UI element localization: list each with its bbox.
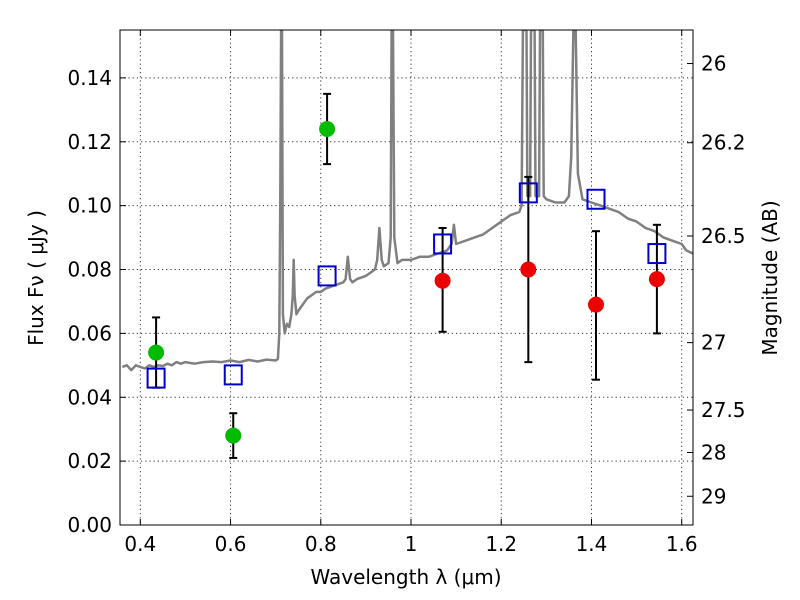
y-tick-label: 0.00 [67,513,112,537]
ticks [120,30,693,526]
model-flux-square [586,188,606,210]
model-flux-square [518,182,538,204]
y-axis-title: Flux Fν ( μJy ) [24,210,48,346]
right-tick-label: 26.5 [701,224,746,248]
observed-flux-point [148,344,165,361]
x-tick-label: 0.8 [305,532,337,556]
tick-labels: 0.4 0.6 0.8 1 1.2 1.4 1.6 0.00 0.02 0.04 0.06 0.08 0… [67,52,745,556]
model-flux-square [647,243,667,265]
y-tick-label: 0.02 [67,449,112,473]
right-tick-label: 28 [701,441,726,465]
right-tick-label: 26.2 [701,131,746,155]
observed-flux-point [520,261,537,278]
x-axis-title: Wavelength λ (μm) [310,565,501,589]
x-tick-label: 0.6 [215,532,247,556]
plot-background [120,30,693,525]
x-tick-label: 0.4 [124,532,156,556]
observed-flux-point [225,427,242,444]
y-tick-label: 0.04 [67,385,112,409]
plot-frame [119,29,694,526]
observed-flux-point [648,271,665,288]
right-axis-title: Magnitude (AB) [758,200,782,355]
spectrum-line [121,30,693,372]
right-tick-label: 27 [701,331,726,355]
y-tick-label: 0.10 [67,194,112,218]
model-flux-square [146,367,166,389]
markers [146,121,667,444]
y-tick-label: 0.08 [67,258,112,282]
model-flux-square [317,265,337,287]
model-flux-square [223,364,243,386]
observed-flux-point [587,296,604,313]
x-tick-label: 1.2 [485,532,517,556]
right-tick-label: 27.5 [701,398,746,422]
y-tick-label: 0.06 [67,321,112,345]
y-tick-label: 0.14 [67,66,112,90]
x-tick-label: 1.4 [576,532,608,556]
x-tick-label: 1.6 [666,532,698,556]
right-tick-label: 26 [701,52,726,76]
model-flux-square [433,233,453,255]
x-tick-label: 1 [405,532,418,556]
observed-flux-point [319,121,336,137]
right-tick-label: 29 [701,484,726,508]
observed-flux-point [434,272,451,289]
plot-area [121,30,693,372]
y-tick-label: 0.12 [67,130,112,154]
